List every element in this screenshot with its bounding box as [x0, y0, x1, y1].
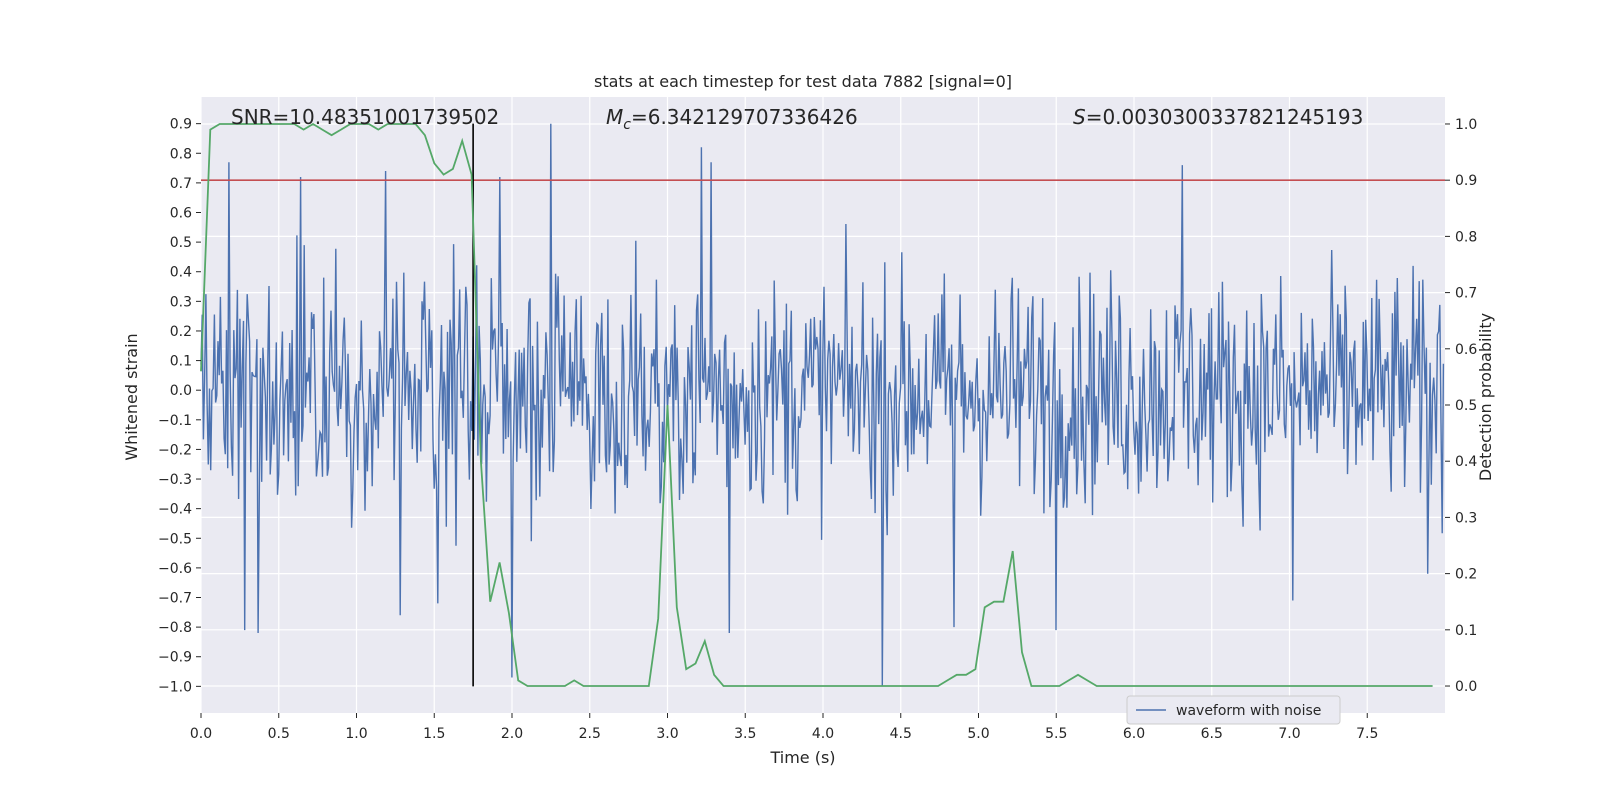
y-tick-label: 0.9: [170, 117, 192, 133]
s-value: =0.0030300337821245193: [1086, 105, 1364, 129]
x-tick-label: 4.5: [890, 726, 912, 742]
chirp-mass-annotation: Mc=6.342129707336426: [606, 105, 858, 133]
y-tick-label: 0.2: [170, 324, 192, 340]
y2-tick-label: 0.2: [1455, 567, 1477, 583]
x-tick-label: 2.5: [579, 726, 601, 742]
y2-tick-label: 0.7: [1455, 286, 1477, 302]
x-tick-label: 3.0: [656, 726, 678, 742]
y-tick-label: −0.1: [158, 413, 192, 429]
chirp-mass-subscript: c: [623, 117, 631, 133]
y-tick-label: 0.5: [170, 235, 192, 251]
y-axis-label: Whitened strain: [122, 333, 141, 460]
x-tick-label: 7.0: [1278, 726, 1300, 742]
x-tick-label: 4.0: [812, 726, 834, 742]
y-tick-label: −0.2: [158, 442, 192, 458]
y2-tick-label: 0.9: [1455, 173, 1477, 189]
y-tick-label: −0.8: [158, 620, 192, 636]
x-tick-label: 0.0: [190, 726, 212, 742]
x-tick-label: 6.5: [1201, 726, 1223, 742]
x-tick-label: 1.5: [423, 726, 445, 742]
y-tick-label: −0.5: [158, 531, 192, 547]
y2-tick-label: 0.8: [1455, 229, 1477, 245]
y-tick-label: 0.7: [170, 176, 192, 192]
x-tick-label: 5.0: [967, 726, 989, 742]
y2-tick-label: 0.5: [1455, 398, 1477, 414]
legend: waveform with noise: [1126, 695, 1341, 725]
snr-annotation: SNR=10.48351001739502: [231, 105, 499, 129]
y-tick-label: −0.4: [158, 502, 192, 518]
legend-label: waveform with noise: [1176, 703, 1321, 719]
y-tick-label: −0.3: [158, 472, 192, 488]
s-symbol: S: [1073, 105, 1086, 129]
x-tick-label: 1.0: [345, 726, 367, 742]
y2-axis-ticks: 1.0 0.9 0.8 0.7 0.6 0.5 0.4 0.3 0.2 0.1 0.0: [1445, 117, 1477, 695]
y-tick-label: 0.1: [170, 354, 192, 370]
y2-tick-label: 1.0: [1455, 117, 1477, 133]
x-tick-label: 0.5: [268, 726, 290, 742]
x-tick-label: 2.0: [501, 726, 523, 742]
y-tick-label: −0.9: [158, 650, 192, 666]
x-tick-label: 3.5: [734, 726, 756, 742]
y2-tick-label: 0.6: [1455, 342, 1477, 358]
y-tick-label: −0.6: [158, 561, 192, 577]
y2-tick-label: 0.3: [1455, 510, 1477, 526]
y2-tick-label: 0.4: [1455, 454, 1477, 470]
x-axis-label: Time (s): [769, 748, 835, 767]
x-tick-label: 6.0: [1123, 726, 1145, 742]
y2-axis-label: Detection probability: [1476, 313, 1495, 481]
y-tick-label: 0.8: [170, 146, 192, 162]
x-tick-label: 5.5: [1045, 726, 1067, 742]
y-tick-label: 0.6: [170, 206, 192, 222]
y-tick-label: −0.7: [158, 591, 192, 607]
y-tick-label: 0.0: [170, 383, 192, 399]
chirp-mass-symbol: M: [606, 105, 623, 129]
chart-title: stats at each timestep for test data 788…: [594, 72, 1012, 91]
legend-box: [1126, 695, 1341, 725]
y2-tick-label: 0.1: [1455, 623, 1477, 639]
y2-tick-label: 0.0: [1455, 679, 1477, 695]
y-tick-label: 0.4: [170, 265, 192, 281]
x-tick-label: 7.5: [1356, 726, 1378, 742]
waveform-line: [200, 123, 1445, 687]
y-tick-label: 0.3: [170, 294, 192, 310]
waveform-series: [200, 123, 1445, 687]
y-axis-ticks: 0.9 0.8 0.7 0.6 0.5 0.4 0.3 0.2 0.1 0.0 −0.1 −0.2 −0…: [158, 117, 201, 695]
chirp-mass-value: =6.342129707336426: [631, 105, 858, 129]
x-axis-ticks: 0.0 0.5 1.0 1.5 2.0 2.5 3.0 3.5 4.0 4.5 5.0 5.5 6.0 6…: [190, 713, 1378, 742]
y-tick-label: −1.0: [158, 679, 192, 695]
s-annotation: S=0.0030300337821245193: [1073, 105, 1363, 129]
detection-probability-line: [200, 122, 1433, 687]
